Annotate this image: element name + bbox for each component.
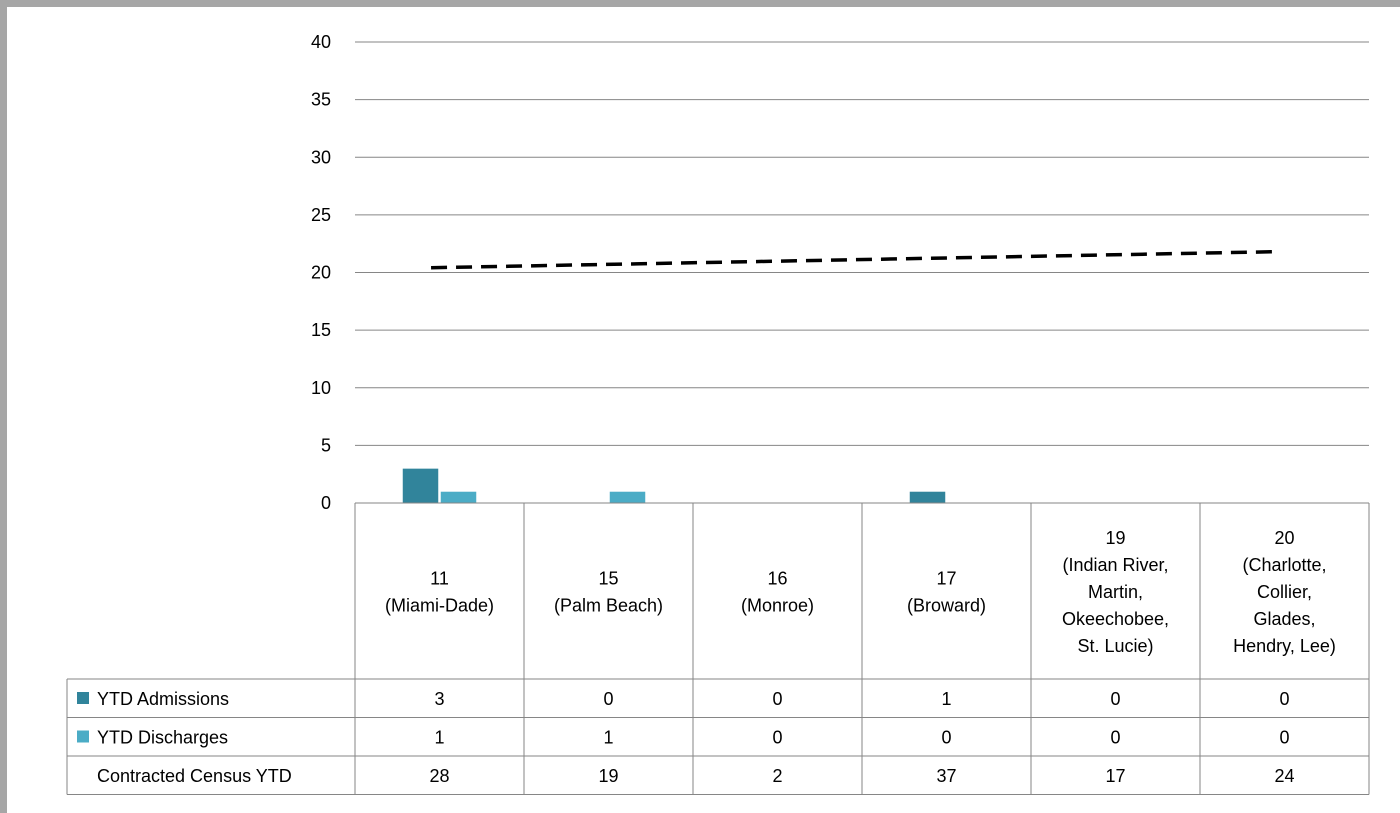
table-cell: 0 <box>1279 689 1289 709</box>
category-label: Glades, <box>1253 609 1315 629</box>
table-cell: 0 <box>603 689 613 709</box>
legend-key-ytd-admissions <box>77 692 89 704</box>
table-cell: 1 <box>941 689 951 709</box>
bar-ytd-admissions <box>909 491 946 504</box>
table-cell: 2 <box>772 766 782 786</box>
table-cell: 0 <box>941 728 951 748</box>
category-label: 17 <box>936 569 956 589</box>
y-tick-label: 25 <box>311 205 331 225</box>
table-cell: 28 <box>429 766 449 786</box>
table-cell: 1 <box>603 728 613 748</box>
y-tick-label: 30 <box>311 147 331 167</box>
category-label: 11 <box>430 569 449 589</box>
category-label: (Indian River, <box>1062 555 1168 575</box>
table-row-label: YTD Discharges <box>97 728 228 748</box>
table-cell: 0 <box>772 689 782 709</box>
y-tick-label: 5 <box>321 435 331 455</box>
chart-frame: 0 5 10 15 20 25 30 35 40 11 (Miami-Dade) 15 (Palm B… <box>7 7 1400 813</box>
table-cell: 24 <box>1274 766 1294 786</box>
table-cell: 0 <box>1110 689 1120 709</box>
table-cell: 0 <box>772 728 782 748</box>
table-cell: 37 <box>936 766 956 786</box>
y-tick-label: 15 <box>311 320 331 340</box>
y-tick-label: 35 <box>311 90 331 110</box>
table-cell: 17 <box>1105 766 1125 786</box>
bar-ytd-discharges <box>440 491 477 504</box>
category-label: 15 <box>598 569 618 589</box>
category-label: 16 <box>767 569 787 589</box>
category-label: 19 <box>1105 528 1125 548</box>
legend-key-ytd-discharges <box>77 730 89 743</box>
bars <box>402 468 946 504</box>
table-row-label: YTD Admissions <box>97 689 229 709</box>
table-row-label: Contracted Census YTD <box>97 766 292 786</box>
category-label: 20 <box>1274 528 1294 548</box>
table-cell: 1 <box>434 728 444 748</box>
category-label: (Monroe) <box>741 596 814 616</box>
y-tick-label: 40 <box>311 32 331 52</box>
category-label: (Palm Beach) <box>554 596 663 616</box>
category-label: St. Lucie) <box>1077 636 1153 656</box>
category-label: Collier, <box>1257 582 1312 602</box>
y-tick-label: 10 <box>311 378 331 398</box>
y-tick-label: 20 <box>311 263 331 283</box>
category-label: (Miami-Dade) <box>385 596 494 616</box>
category-label: Martin, <box>1088 582 1143 602</box>
trendline <box>431 250 1273 270</box>
gridlines <box>355 41 1369 446</box>
category-label: Hendry, Lee) <box>1233 636 1336 656</box>
category-label: (Broward) <box>907 596 986 616</box>
table-cell: 19 <box>598 766 618 786</box>
category-label: Okeechobee, <box>1062 609 1169 629</box>
table-cell: 3 <box>434 689 444 709</box>
bar-ytd-admissions <box>402 468 439 504</box>
y-tick-label: 0 <box>321 493 331 513</box>
trendline-dashed <box>431 250 1273 270</box>
data-table: 11(Miami-Dade)15(Palm Beach)16(Monroe)17… <box>66 502 1370 795</box>
bar-ytd-discharges <box>609 491 646 504</box>
y-axis: 0 5 10 15 20 25 30 35 40 <box>311 32 331 513</box>
table-cell: 0 <box>1279 728 1289 748</box>
category-label: (Charlotte, <box>1242 555 1326 575</box>
table-cell: 0 <box>1110 728 1120 748</box>
